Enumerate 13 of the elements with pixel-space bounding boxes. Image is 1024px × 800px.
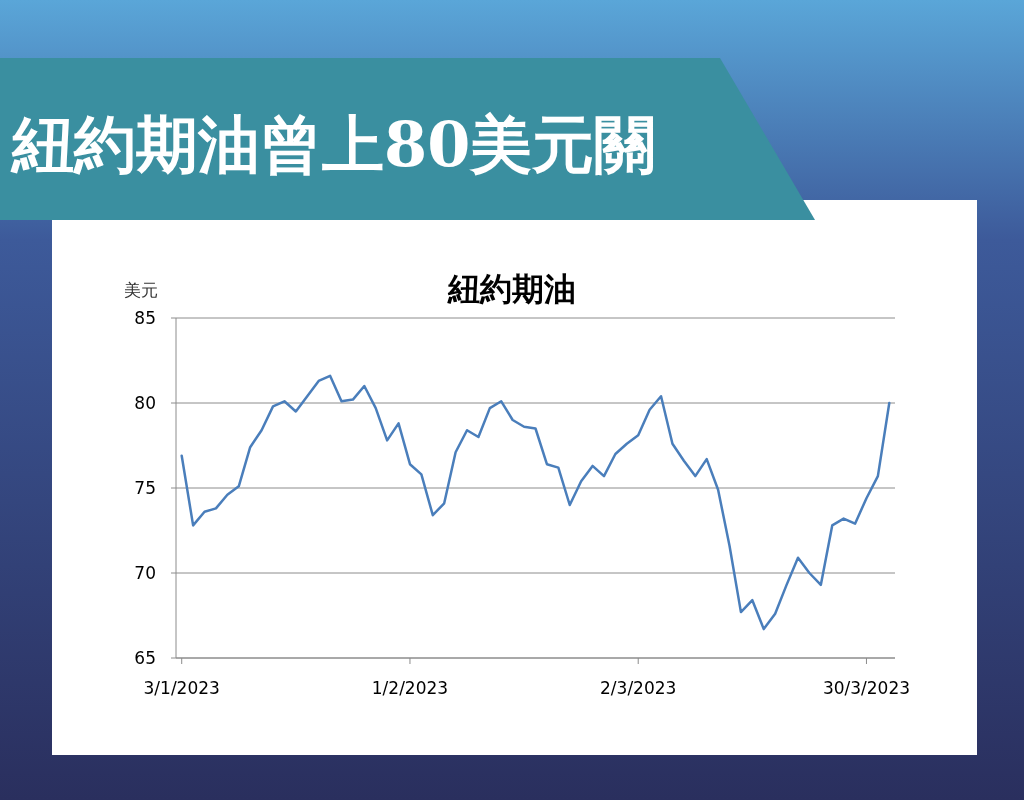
y-tick-label: 80 bbox=[134, 392, 156, 413]
y-tick-label: 70 bbox=[134, 562, 156, 583]
chart-title: 紐約期油曾上80美元關 bbox=[10, 108, 657, 181]
x-tick-label: 30/3/2023 bbox=[822, 678, 911, 698]
chart-subtitle: 紐約期油 bbox=[447, 270, 576, 308]
y-tick-label: 85 bbox=[134, 307, 156, 328]
y-tick-label: 65 bbox=[134, 647, 156, 668]
x-tick-label: 2/3/2023 bbox=[600, 678, 677, 698]
y-tick-label: 75 bbox=[134, 477, 156, 498]
line-series bbox=[180, 374, 891, 631]
y-axis-title: 美元 bbox=[124, 280, 158, 300]
x-tick-label: 3/1/2023 bbox=[143, 678, 220, 698]
x-tick-label: 1/2/2023 bbox=[371, 678, 449, 698]
